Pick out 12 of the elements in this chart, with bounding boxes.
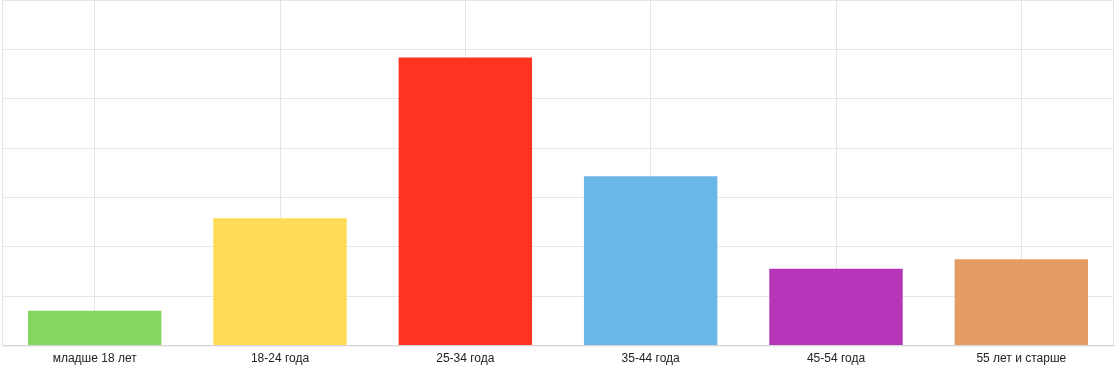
bar	[954, 259, 1089, 346]
bar	[213, 218, 347, 346]
bar	[583, 176, 718, 346]
x-tick-label: младше 18 лет	[52, 351, 138, 366]
x-tick-label: 55 лет и старше	[976, 351, 1067, 366]
bar	[27, 310, 162, 346]
bar	[398, 57, 533, 346]
bar	[769, 268, 903, 346]
x-tick-label: 25-34 года	[436, 351, 495, 366]
x-tick-label: 18-24 года	[250, 351, 310, 366]
x-tick-label: 45-54 года	[806, 351, 866, 366]
x-tick-label: 35-44 года	[621, 351, 681, 366]
